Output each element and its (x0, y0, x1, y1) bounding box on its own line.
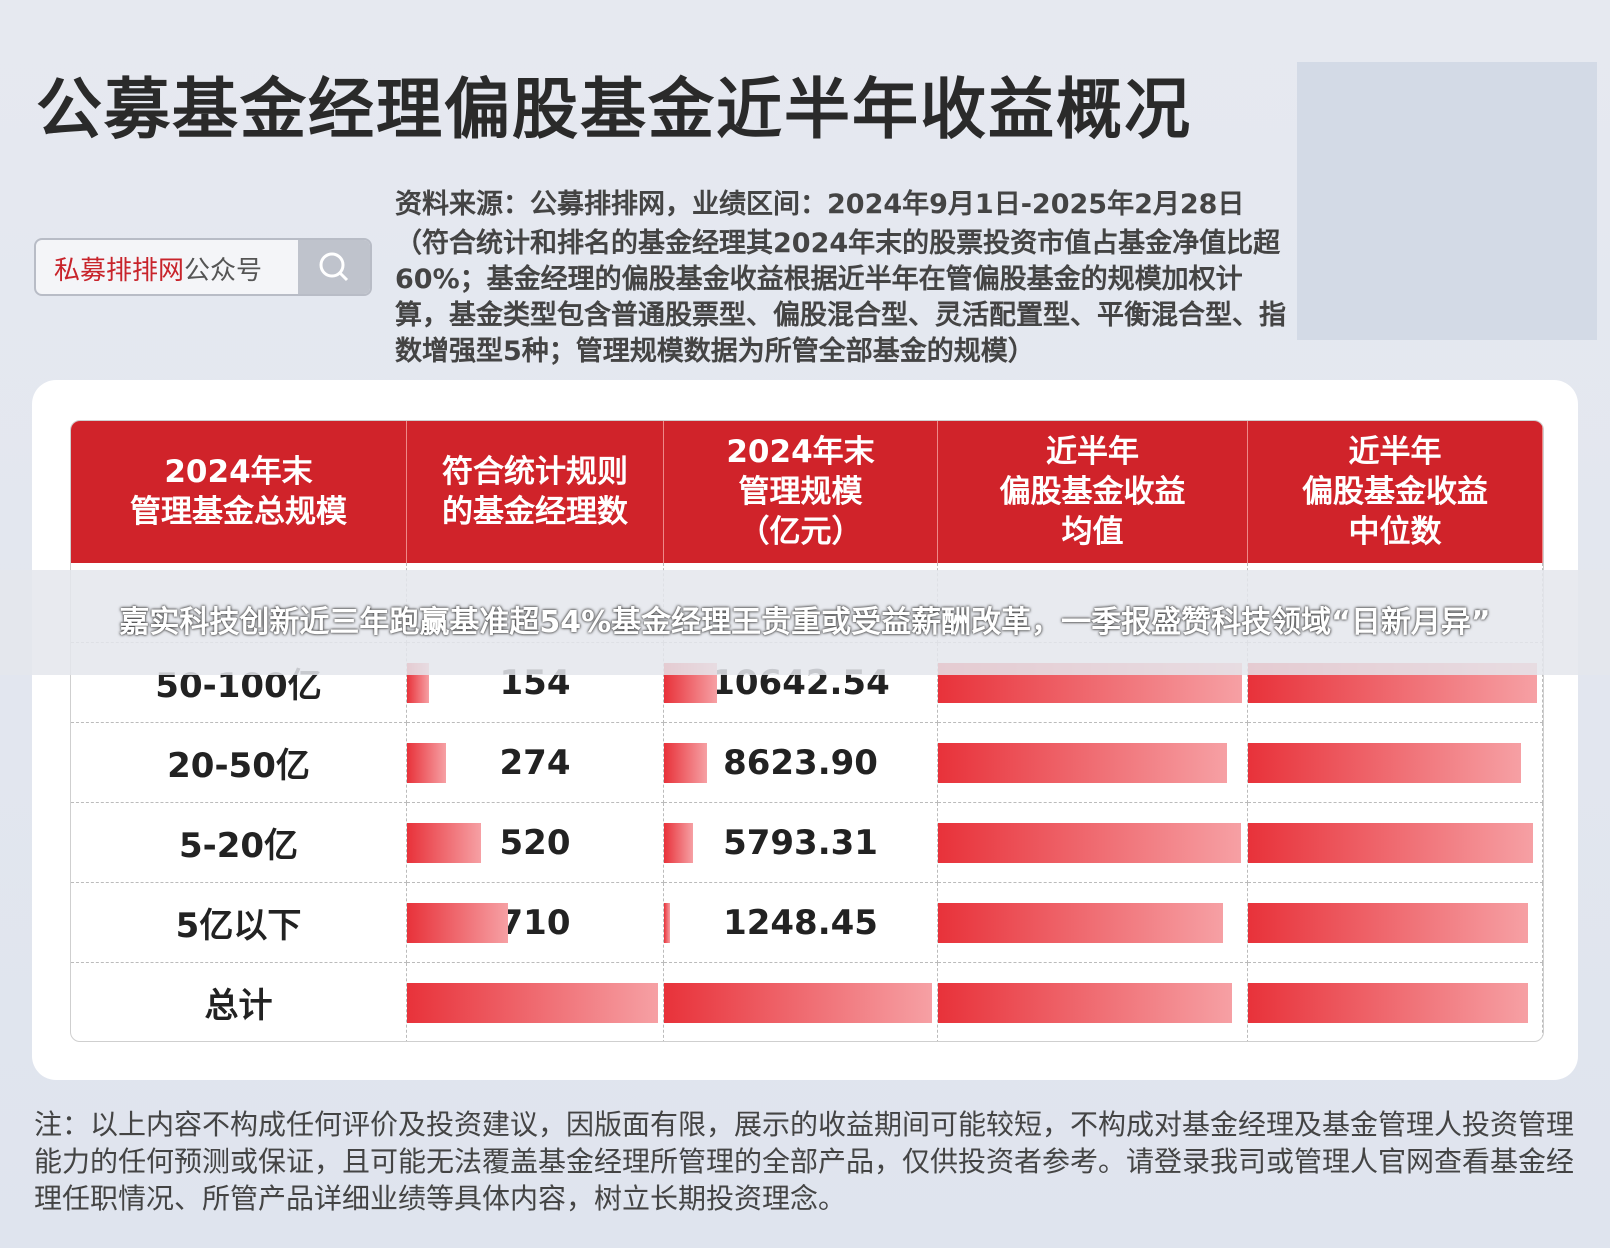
bar (1248, 903, 1528, 943)
value-cell: 520 (407, 803, 664, 883)
value-cell: 19.13% (938, 883, 1248, 963)
value-cell: 17.73% (1248, 963, 1543, 1041)
header-cell: 符合统计规则 的基金经理数 (407, 421, 664, 563)
header-line: 管理基金总规模 (130, 494, 347, 530)
header-line: 近半年 (1046, 434, 1139, 470)
bar (664, 983, 932, 1023)
header-line: 中位数 (1348, 514, 1442, 550)
value-cell: 20.30% (938, 803, 1248, 883)
header-line: 近半年 (1348, 434, 1442, 470)
value-cell: 8623.90 (664, 723, 938, 803)
cell-text: 5亿以下 (175, 906, 302, 946)
cell-text: 20-50亿 (167, 746, 310, 786)
image-placeholder (1297, 62, 1597, 340)
header-line: （亿元） (738, 514, 863, 550)
header-line: 偏股基金收益 (999, 474, 1186, 510)
value-cell: 53655.83 (664, 963, 938, 1041)
brand: 私募排排网 (54, 256, 185, 286)
header-line: 符合统计规则 (442, 454, 628, 490)
row-label: 5亿以下 (71, 883, 407, 963)
value-cell: 18.03% (1248, 803, 1543, 883)
title: 公募基金经理偏股基金近半年收益概况 (36, 71, 1192, 148)
suffix: 公众号 (184, 256, 263, 286)
value-cell: 710 (407, 883, 664, 963)
row-label: 总计 (71, 963, 407, 1041)
search-box[interactable]: 私募排排网公众号 (34, 238, 372, 296)
bar (1248, 743, 1522, 783)
bar (664, 903, 671, 943)
header-line: 2024年末 (726, 434, 875, 470)
header-line: 均值 (1061, 514, 1124, 550)
bar (1248, 823, 1534, 863)
bar (407, 903, 508, 943)
header-cell: 近半年偏股基金收益 均值 (938, 421, 1248, 563)
row-label: 5-20亿 (71, 803, 407, 883)
header-line: 偏股基金收益 (1302, 474, 1488, 510)
search-icon (319, 252, 349, 282)
value-cell: 1248.45 (664, 883, 938, 963)
source: 资料来源：公募排排网，业绩区间：2024年9月1日-2025年2月28日 (395, 189, 1245, 220)
value-cell: 1766 (407, 963, 664, 1041)
cell-text: 8623.90 (723, 742, 878, 783)
criteria: （符合统计和排名的基金经理其2024年末的股票投资市值占基金净值比超60%；基金… (395, 228, 1286, 367)
value-cell: 5793.31 (664, 803, 938, 883)
value-cell: 17.68% (1248, 883, 1543, 963)
cell-text: 总计 (204, 986, 273, 1026)
header-cell: 近半年偏股基金收益 中位数 (1248, 421, 1543, 563)
header-line: 2024年末 (164, 454, 313, 490)
bar (407, 743, 446, 783)
cell-text: 710 (499, 902, 571, 943)
value-cell: 19.72% (938, 963, 1248, 1041)
header-cell: 2024年末 管理规模 （亿元） (664, 421, 938, 563)
bar (1248, 983, 1529, 1023)
bar (664, 823, 693, 863)
search-button[interactable] (298, 240, 370, 294)
cell-text: 5793.31 (723, 822, 878, 863)
cell-text: 1248.45 (723, 902, 878, 943)
cell-text: 274 (499, 742, 571, 783)
bar (938, 743, 1228, 783)
value-cell: 19.41% (938, 723, 1248, 803)
table: 2024年末 管理基金总规模 符合统计规则 的基金经理数 2024年末 管理规模 （亿元）近… (70, 420, 1544, 1042)
cell-text: 5-20亿 (178, 826, 299, 866)
bar (407, 823, 481, 863)
value-cell: 17.27% (1248, 723, 1543, 803)
row-label: 20-50亿 (71, 723, 407, 803)
header-cell: 2024年末 管理基金总规模 (71, 421, 407, 563)
cell-text: 520 (499, 822, 571, 863)
bar (407, 983, 658, 1023)
bar (664, 743, 708, 783)
value-cell: 274 (407, 723, 664, 803)
bar (938, 823, 1241, 863)
search-text: 私募排排网公众号 (54, 250, 262, 287)
header-line: 的基金经理数 (442, 494, 628, 530)
note: 注：以上内容不构成任何评价及投资建议，因版面有限，展示的收益期间可能较短，不构成… (34, 1108, 1575, 1215)
bar (938, 983, 1232, 1023)
bar (938, 903, 1224, 943)
header-line: 管理规模 (738, 474, 863, 510)
overlay-headline[interactable]: 嘉实科技创新近三年跑赢基准超54%基金经理王贵重或受益薪酬改革，一季报盛赞科技领… (0, 570, 1610, 675)
